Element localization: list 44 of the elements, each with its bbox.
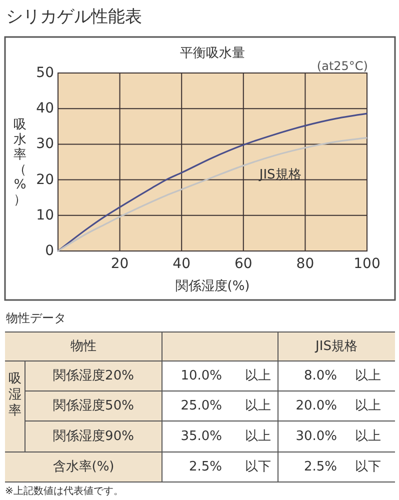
text: 含水率(%) bbox=[52, 458, 114, 474]
text: 35.0% bbox=[180, 429, 222, 444]
text: 物性データ bbox=[6, 311, 66, 325]
x-tick-label: 100 bbox=[354, 256, 380, 272]
text: 以下 bbox=[355, 460, 381, 474]
text: 以上 bbox=[355, 368, 381, 384]
y-tick-label: 50 bbox=[36, 65, 54, 81]
line-series bbox=[57, 112, 368, 252]
text: 吸湿率 bbox=[8, 371, 22, 418]
x-tick-label: 60 bbox=[234, 256, 252, 272]
x-tick-label: 80 bbox=[296, 256, 314, 272]
line-series bbox=[57, 136, 368, 252]
series-label: JIS規格 bbox=[258, 168, 302, 183]
text: 関係湿度50% bbox=[53, 398, 134, 414]
y-tick-label: 10 bbox=[36, 207, 54, 224]
text: 2.5% bbox=[304, 460, 337, 474]
chart-title: シリカゲル性能表 bbox=[6, 7, 142, 27]
text: 25.0% bbox=[180, 398, 222, 414]
text: 関係湿度20% bbox=[53, 368, 134, 384]
text: 以上 bbox=[245, 398, 271, 414]
y-tick-label: 30 bbox=[36, 136, 54, 152]
y-tick-label: 20 bbox=[36, 172, 54, 188]
text: 以上 bbox=[245, 429, 271, 444]
y-axis-title: 吸水率（%） bbox=[14, 117, 26, 207]
text: 2.5% bbox=[188, 460, 222, 474]
y-tick-label: 40 bbox=[36, 100, 54, 117]
x-axis-title: 関係湿度(%) bbox=[175, 278, 250, 294]
text: 20.0% bbox=[296, 398, 337, 414]
text: 以上 bbox=[355, 398, 381, 414]
text: (at25°C) bbox=[316, 59, 368, 73]
text: 以上 bbox=[245, 368, 271, 384]
text: 以上 bbox=[355, 429, 381, 444]
text: 10.0% bbox=[180, 368, 222, 384]
x-tick-label: 40 bbox=[172, 256, 191, 272]
text: 物性 bbox=[70, 339, 96, 354]
text: JIS規格 bbox=[314, 339, 358, 354]
text: 以下 bbox=[245, 460, 271, 474]
text: 8.0% bbox=[304, 368, 337, 384]
text: 30.0% bbox=[296, 429, 337, 444]
x-tick-label: 20 bbox=[110, 256, 129, 272]
chart-subtitle: 平衡吸水量 bbox=[180, 46, 245, 61]
text: 関係湿度90% bbox=[53, 428, 134, 444]
y-tick-label: 0 bbox=[45, 243, 54, 259]
text: ※上記数値は代表値です。 bbox=[5, 485, 124, 497]
